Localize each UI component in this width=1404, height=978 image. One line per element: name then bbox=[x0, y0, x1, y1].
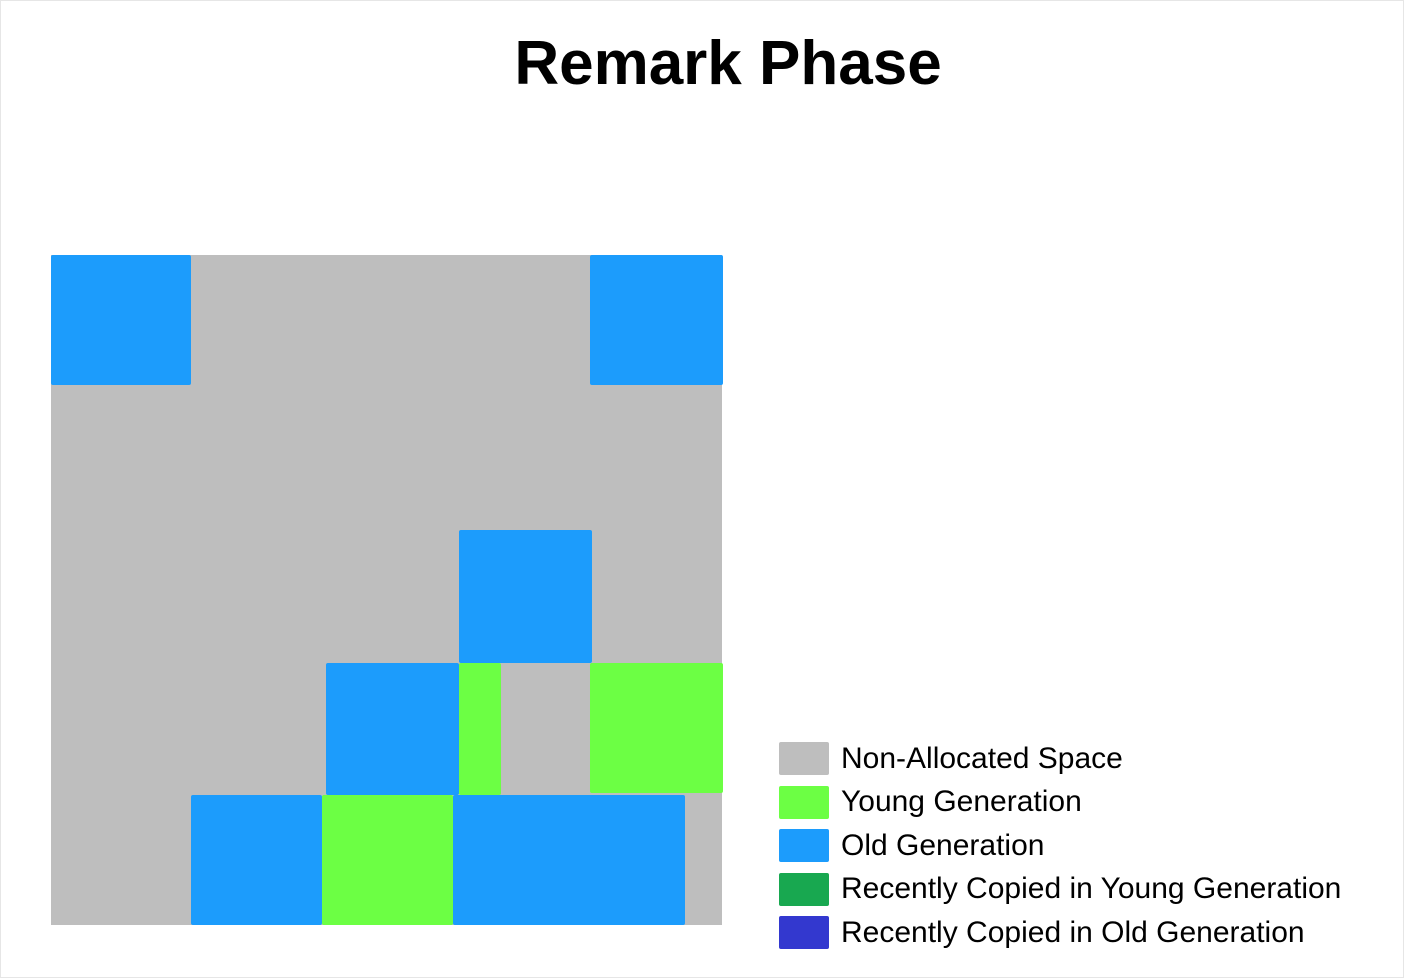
diagram-title: Remark Phase bbox=[514, 29, 942, 98]
heap-region-young bbox=[322, 795, 453, 925]
legend-label: Recently Copied in Young Generation bbox=[841, 872, 1342, 906]
legend: Non-Allocated Space Young Generation Old G… bbox=[779, 737, 1341, 955]
legend-swatch bbox=[779, 872, 829, 906]
heap-region-old bbox=[51, 255, 191, 385]
heap-region-young bbox=[590, 663, 723, 793]
legend-label: Non-Allocated Space bbox=[841, 741, 1123, 775]
legend-label: Old Generation bbox=[841, 828, 1045, 862]
legend-item: Old Generation bbox=[779, 824, 1341, 868]
legend-swatch bbox=[779, 916, 829, 950]
heap-grid bbox=[51, 255, 723, 925]
legend-item: Non-Allocated Space bbox=[779, 737, 1341, 781]
legend-swatch bbox=[779, 829, 829, 863]
legend-swatch bbox=[779, 742, 829, 776]
legend-swatch bbox=[779, 785, 829, 819]
heap-region-old bbox=[326, 663, 459, 795]
legend-item: Recently Copied in Old Generation bbox=[779, 911, 1341, 955]
heap-region-old bbox=[590, 255, 723, 385]
heap-region-young bbox=[459, 663, 501, 795]
legend-label: Recently Copied in Old Generation bbox=[841, 915, 1305, 949]
legend-item: Young Generation bbox=[779, 781, 1341, 825]
heap-region-old bbox=[459, 530, 592, 663]
legend-item: Recently Copied in Young Generation bbox=[779, 868, 1341, 912]
legend-label: Young Generation bbox=[841, 785, 1082, 819]
heap-region-old bbox=[453, 795, 685, 925]
heap-region-old bbox=[191, 795, 322, 925]
